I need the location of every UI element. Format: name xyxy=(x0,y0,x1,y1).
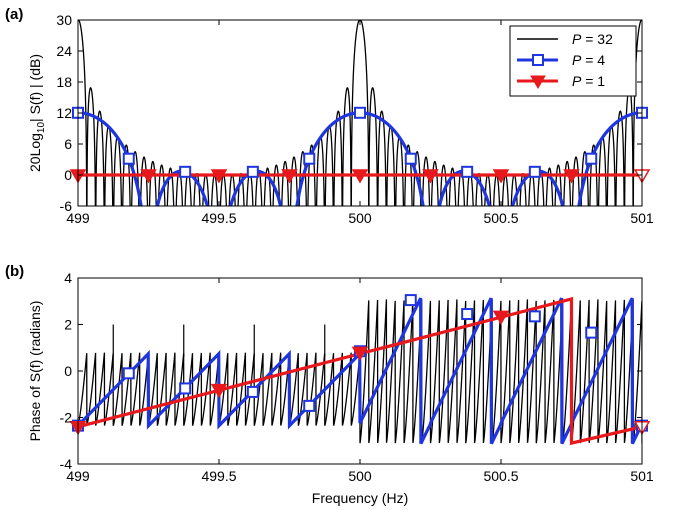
series-p4-marker xyxy=(585,152,598,165)
panel-a-xtick-label: 500 xyxy=(348,210,372,226)
series-p4-marker xyxy=(461,165,474,178)
panel-b: (b) 499 499.5 500 500.5 501 -4 -2 0 2 4 Phase of … xyxy=(5,263,654,506)
series-p4-marker xyxy=(528,165,541,178)
legend-entry-p32: P = 32 xyxy=(517,31,613,47)
panel-a-ytick-label: 30 xyxy=(56,12,72,28)
panel-a-xtick-label: 501 xyxy=(630,210,654,226)
series-p4-marker xyxy=(122,367,135,380)
series-p32-line xyxy=(78,299,642,444)
panel-a-ylabel: 20Log10| S(f) | (dB) xyxy=(27,54,47,172)
panel-b-xtick-label: 500 xyxy=(348,468,372,484)
panel-b-label: (b) xyxy=(5,263,24,280)
panel-a-xtick-label: 499.5 xyxy=(201,210,236,226)
series-p4-marker xyxy=(303,152,316,165)
series-p4-marker xyxy=(246,165,259,178)
series-p4-marker xyxy=(528,310,541,323)
panel-a-ytick-label: 12 xyxy=(56,105,72,121)
panel-b-ytick-label: 4 xyxy=(64,270,72,286)
series-p4-marker xyxy=(179,382,192,395)
series-p4-marker xyxy=(303,399,316,412)
panel-b-ytick-label: -2 xyxy=(60,410,73,426)
panel-b-ticks: 499 499.5 500 500.5 501 -4 -2 0 2 4 xyxy=(60,270,654,484)
legend-entry-p4: P = 4 xyxy=(517,52,605,68)
series-p1-marker xyxy=(492,169,510,184)
legend-label-p32: P = 32 xyxy=(572,31,613,47)
series-p1-marker xyxy=(563,169,580,184)
panel-a-ytick-label: 24 xyxy=(56,43,72,59)
series-p1-line xyxy=(78,296,642,446)
series-p4-marker xyxy=(461,308,474,321)
series-p1-marker xyxy=(422,169,439,184)
legend-label-p1: P = 1 xyxy=(572,73,605,89)
panel-a-xtick-label: 500.5 xyxy=(483,210,518,226)
series-p1-marker xyxy=(351,346,369,361)
panel-b-ytick-label: 0 xyxy=(64,363,72,379)
panel-b-xlabel: Frequency (Hz) xyxy=(312,490,408,506)
series-p1-marker xyxy=(281,169,298,184)
panel-a-ytick-label: 18 xyxy=(56,74,72,90)
panel-a-ytick-label: -6 xyxy=(60,198,73,214)
panel-a-ytick-label: 6 xyxy=(64,136,72,152)
legend-marker-p4 xyxy=(532,54,544,66)
panel-b-xtick-label: 500.5 xyxy=(483,468,518,484)
series-p1-marker xyxy=(140,169,157,184)
panel-b-ytick-label: 2 xyxy=(64,317,72,333)
series-p4-marker xyxy=(585,326,598,339)
series-p4-marker xyxy=(404,294,417,307)
panel-b-xtick-label: 499.5 xyxy=(201,468,236,484)
series-p4-marker xyxy=(354,106,366,119)
panel-a-ticks: 499 499.5 500 500.5 501 -6 0 6 12 18 24 30 xyxy=(56,12,653,226)
series-p1-marker xyxy=(492,310,510,325)
legend-marker-p1 xyxy=(530,75,546,89)
panel-a-label: (a) xyxy=(5,6,23,23)
series-p4-marker xyxy=(179,165,192,178)
series-p4-marker xyxy=(122,152,135,165)
panel-a: (a) 499 499.5 500 500.5 501 -6 0 6 12 18 24 30 20Lo… xyxy=(5,6,654,226)
legend: P = 32 P = 4 P = 1 xyxy=(509,25,637,97)
panel-b-ylabel: Phase of S(f) (radians) xyxy=(27,301,43,442)
series-p1-marker xyxy=(351,169,369,184)
panel-a-ytick-label: 0 xyxy=(64,167,72,183)
legend-label-p4: P = 4 xyxy=(572,52,605,68)
panel-b-lines xyxy=(78,296,642,446)
panel-b-ytick-label: -4 xyxy=(60,456,73,472)
panel-b-xtick-label: 499 xyxy=(66,468,90,484)
series-p4-marker xyxy=(246,385,259,398)
series-p1-marker xyxy=(210,169,228,184)
legend-entry-p1: P = 1 xyxy=(517,73,605,89)
panel-a-xtick-label: 499 xyxy=(66,210,90,226)
series-p1-marker xyxy=(210,383,228,399)
panel-b-xtick-label: 501 xyxy=(630,468,654,484)
series-p4-marker xyxy=(404,152,417,165)
